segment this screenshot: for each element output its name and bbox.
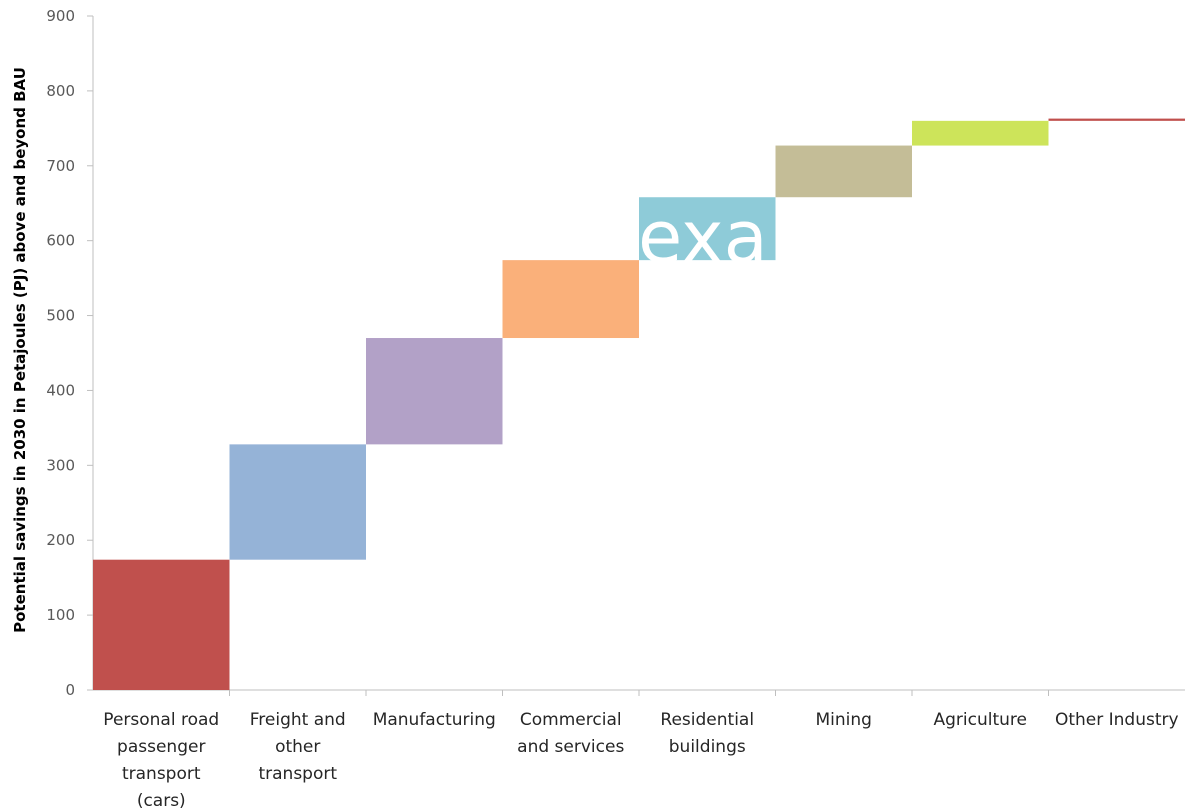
bar-segment <box>502 260 639 339</box>
bar-segment <box>912 120 1049 146</box>
category-label-line: Other Industry <box>1055 710 1179 730</box>
category-label-line: Agriculture <box>934 710 1028 730</box>
category-label-line: transport <box>258 764 337 784</box>
y-tick-label: 500 <box>46 307 75 325</box>
bars <box>93 118 1185 690</box>
bar-segment <box>1048 118 1185 121</box>
category-label-line: Freight and <box>250 710 346 730</box>
bar-segment <box>366 338 503 445</box>
y-tick-label: 0 <box>65 681 75 699</box>
watermark-group: exa <box>638 195 768 279</box>
x-axis <box>93 689 1185 696</box>
category-label-line: Commercial <box>520 710 622 730</box>
y-axis: 0 100 200 300 400 500 600 700 800 900 <box>46 7 94 699</box>
category-label-line: other <box>275 737 320 757</box>
category-label-line: (cars) <box>137 791 186 811</box>
bar-segment <box>639 197 776 261</box>
watermark-text: exa <box>638 195 768 279</box>
y-axis-title: Potential savings in 2030 in Petajoules … <box>11 67 29 633</box>
bar-segment <box>93 559 230 690</box>
y-axis-title-group: Potential savings in 2030 in Petajoules … <box>11 67 29 633</box>
category-label-line: Residential <box>660 710 754 730</box>
y-tick-label: 300 <box>46 456 75 474</box>
category-label-line: transport <box>122 764 201 784</box>
y-tick-label: 700 <box>46 157 75 175</box>
y-tick-label: 800 <box>46 82 75 100</box>
category-label-line: Mining <box>816 710 872 730</box>
y-tick-label: 200 <box>46 531 75 549</box>
category-label-line: and services <box>517 737 624 757</box>
y-tick-label: 400 <box>46 381 75 399</box>
category-labels: Personal road passenger transport (cars) Fre… <box>103 710 1178 811</box>
category-label-line: buildings <box>669 737 746 757</box>
y-tick-label: 600 <box>46 232 75 250</box>
category-label-line: passenger <box>117 737 205 757</box>
category-label-line: Manufacturing <box>373 710 496 730</box>
y-tick-label: 100 <box>46 606 75 624</box>
y-tick-label: 900 <box>46 7 75 25</box>
category-label-line: Personal road <box>103 710 219 730</box>
bar-segment <box>775 145 912 198</box>
bar-segment <box>229 444 366 560</box>
